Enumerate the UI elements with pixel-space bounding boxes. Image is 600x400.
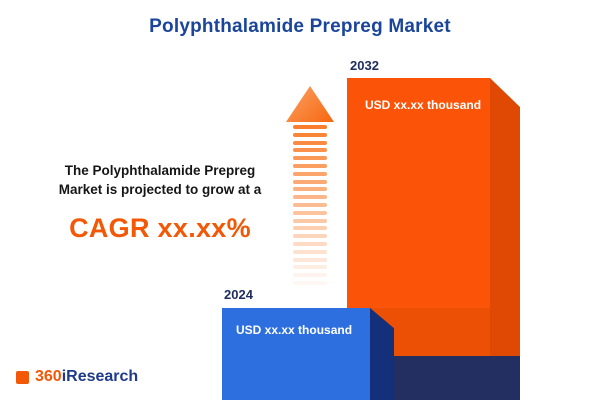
description-line-1: The Polyphthalamide Prepreg [64,163,256,178]
arrow-stripe [293,195,327,200]
arrow-stripe [293,241,327,246]
arrow-stripe [293,234,327,239]
arrow-stripe [293,171,327,176]
cagr-value: CAGR xx.xx% [69,212,251,243]
page-title: Polyphthalamide Prepreg Market [149,16,451,37]
logo-suffix: iResearch [61,368,139,385]
arrow-stripe [293,226,327,231]
arrow-stripe [293,140,327,145]
arrow-stripe [293,179,327,184]
logo-icon [16,370,29,384]
arrow-stripe [293,163,327,168]
arrow-stripe [293,156,327,161]
bar-base-shadow [393,356,520,400]
bar-2032-side-face [490,78,520,400]
bar-label-2024: 2024 [224,287,253,302]
growth-arrow-head-icon [286,86,334,122]
arrow-stripe [293,202,327,207]
arrow-stripe [293,218,327,223]
arrow-stripe [293,125,327,129]
logo-prefix: 360 [35,368,62,385]
arrow-stripe [293,210,327,215]
bar-2032-value: USD xx.xx thousand [365,98,482,112]
arrow-stripe [293,148,327,153]
description-line-2: Market is projected to grow at a [58,181,262,197]
bar-2024-value: USD xx.xx thousand [236,323,353,337]
arrow-stripe [293,249,327,254]
arrow-stripe [293,280,327,285]
arrow-stripe [293,187,327,192]
arrow-stripe [293,273,327,278]
logo: 360 iResearch [16,368,138,386]
bar-2024: USD xx.xx thousand [222,308,370,400]
arrow-stripe [293,257,327,262]
arrow-stripe [293,265,327,270]
description-block: The Polyphthalamide Prepreg Market is pr… [28,162,292,248]
arrow-stripe [293,132,327,137]
growth-arrow-shaft [293,125,327,289]
bar-label-2032: 2032 [350,58,379,73]
